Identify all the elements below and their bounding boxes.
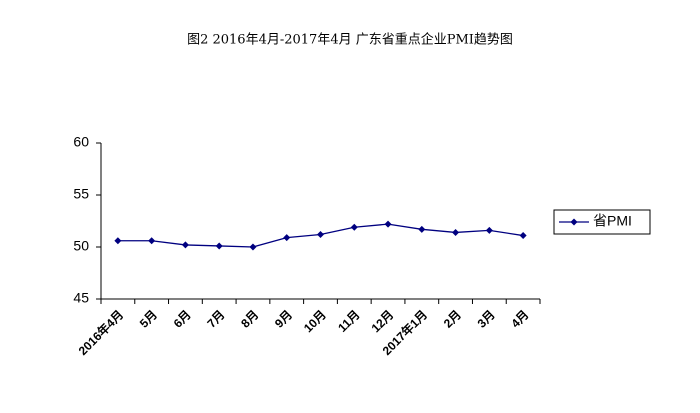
legend-label: 省PMI [593, 213, 632, 229]
x-tick-label: 8月 [238, 307, 261, 330]
point [350, 223, 358, 231]
x-tick-label: 2016年4月 [75, 307, 126, 358]
point [452, 228, 460, 236]
point [114, 237, 122, 245]
x-tick-label: 5月 [137, 307, 160, 330]
y-tick-label: 45 [73, 290, 89, 306]
x-tick-label: 11月 [335, 307, 362, 334]
x-tick-label: 7月 [204, 307, 227, 330]
point [148, 237, 156, 245]
legend-box [553, 209, 651, 235]
legend-marker [570, 218, 578, 226]
point [249, 243, 257, 251]
chart-title: 图2 2016年4月-2017年4月 广东省重点企业PMI趋势图 [187, 32, 513, 48]
point [215, 242, 223, 250]
x-tick-label: 10月 [301, 307, 329, 335]
y-tick-label: 50 [73, 238, 89, 254]
x-tick-label: 6月 [171, 307, 194, 330]
point [519, 232, 527, 240]
point [317, 231, 324, 239]
point [283, 234, 291, 242]
point [181, 241, 189, 249]
x-tick-label: 4月 [508, 307, 531, 330]
x-tick-label: 3月 [475, 307, 498, 330]
point [418, 225, 426, 233]
point [485, 226, 493, 234]
y-tick-label: 55 [73, 186, 89, 202]
x-tick-label: 2月 [441, 307, 464, 330]
x-tick-label: 12月 [369, 307, 397, 335]
point [384, 220, 392, 228]
x-tick-label: 9月 [272, 307, 295, 330]
y-tick-label: 60 [73, 134, 89, 150]
